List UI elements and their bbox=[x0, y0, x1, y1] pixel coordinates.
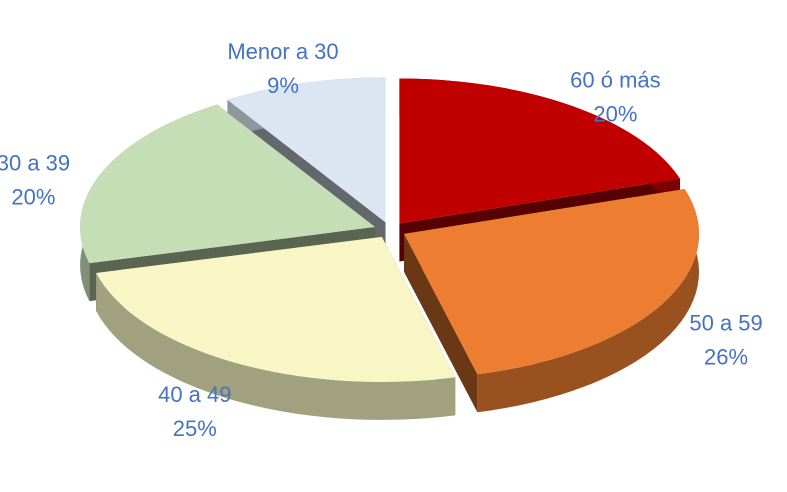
slice bbox=[404, 189, 700, 413]
slice-wall bbox=[477, 189, 700, 413]
slice-value-label: 26% bbox=[704, 345, 748, 370]
slice-value-label: 20% bbox=[11, 184, 55, 209]
slice-label: 30 a 39 bbox=[0, 150, 70, 175]
slice-value-label: 9% bbox=[267, 73, 299, 98]
slice-top bbox=[404, 189, 700, 375]
slice-top bbox=[96, 236, 456, 382]
slice-label: Menor a 30 bbox=[227, 39, 338, 64]
slice-label: 60 ó más bbox=[570, 67, 661, 92]
slice-value-label: 25% bbox=[173, 416, 217, 441]
slice-side bbox=[404, 233, 478, 413]
slice-top bbox=[399, 78, 680, 224]
slice-value-label: 20% bbox=[593, 101, 637, 126]
slice-top bbox=[227, 77, 386, 223]
slice-wall bbox=[96, 272, 456, 420]
slice bbox=[96, 236, 456, 420]
slice-label: 40 a 49 bbox=[158, 382, 231, 407]
slice-label: 50 a 59 bbox=[689, 311, 762, 336]
slice-top bbox=[80, 104, 376, 264]
